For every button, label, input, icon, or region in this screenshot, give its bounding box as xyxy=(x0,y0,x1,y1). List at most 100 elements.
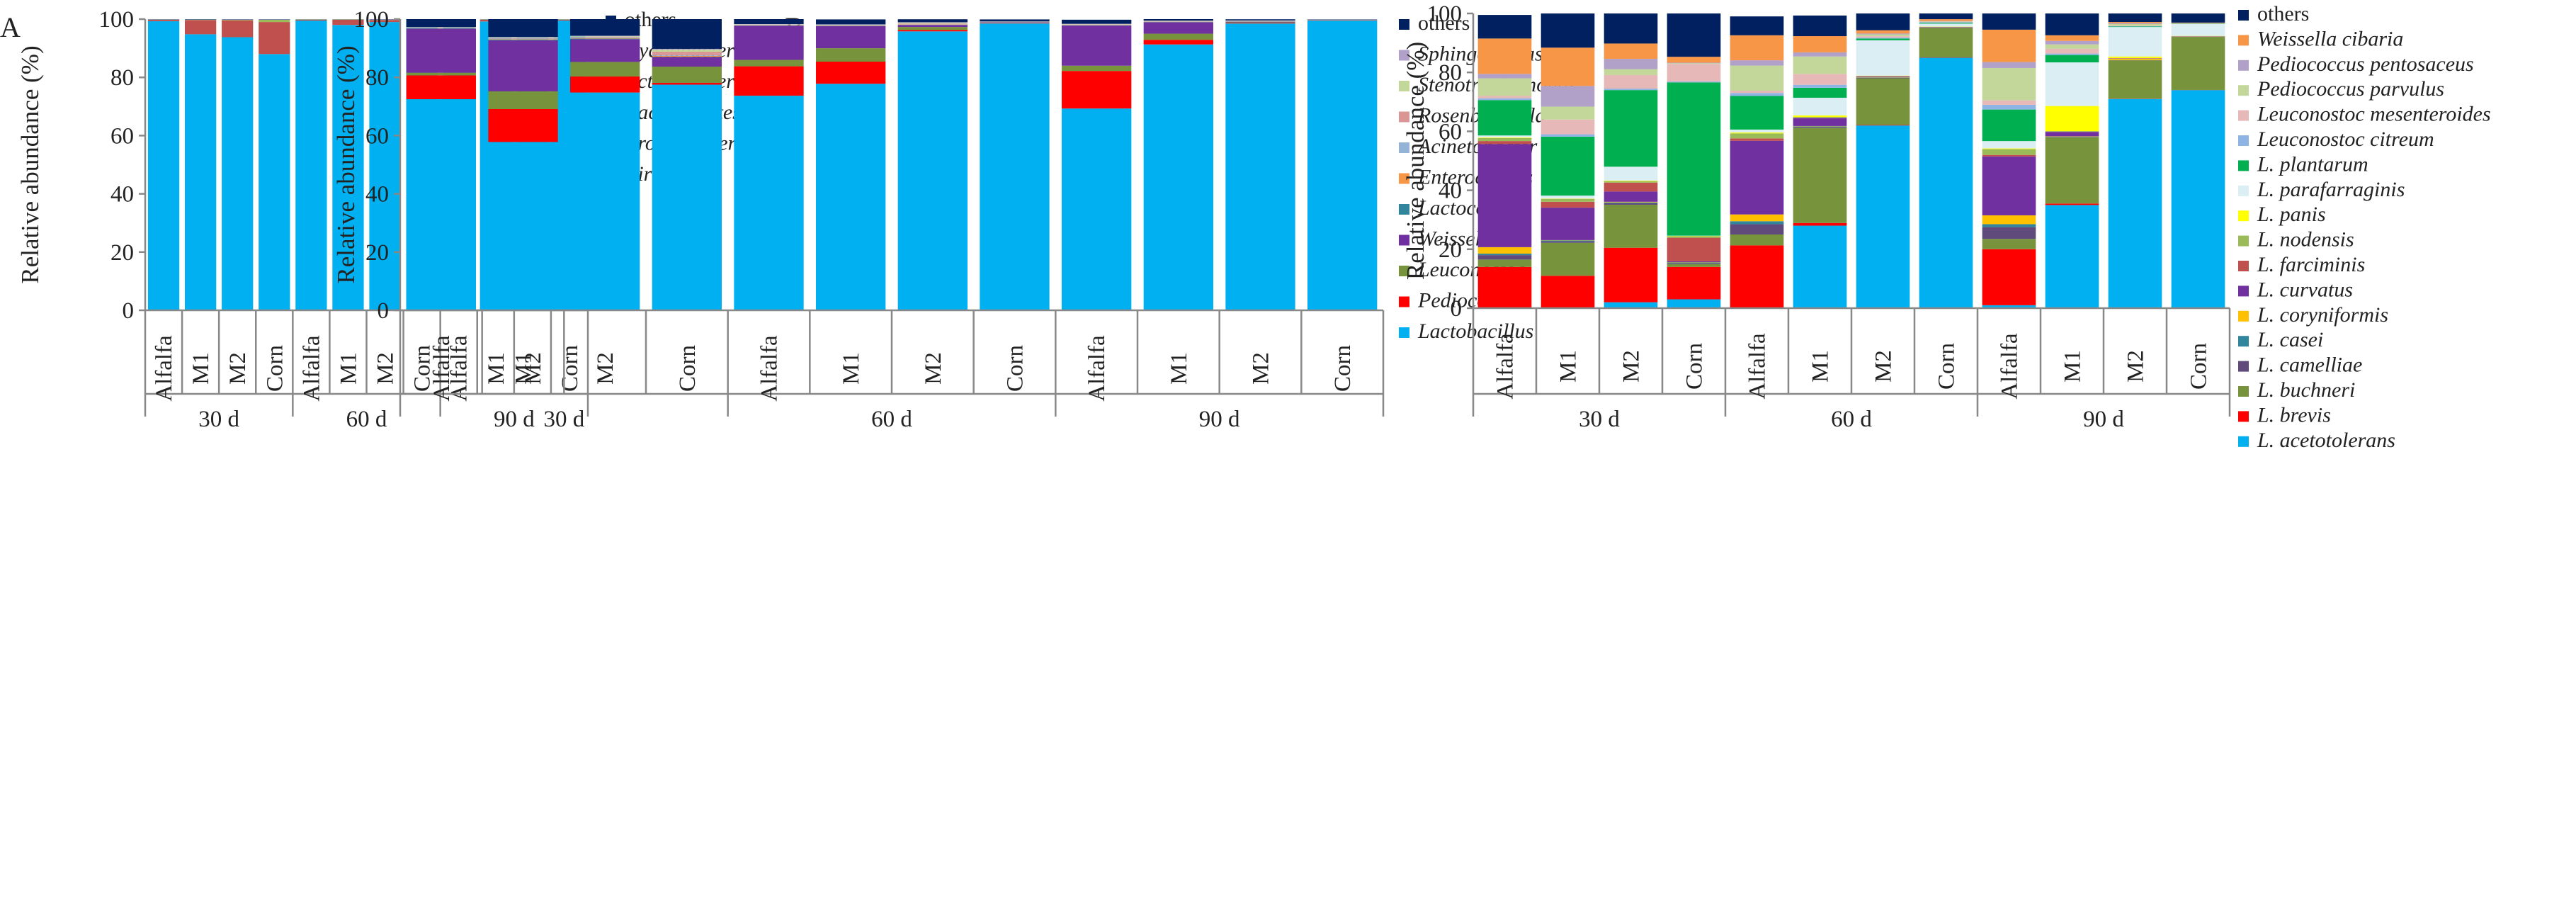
bar-segment xyxy=(1856,78,1910,125)
legend-label: L. parafarraginis xyxy=(2257,178,2405,201)
bar-segment xyxy=(1541,276,1595,308)
bar-segment xyxy=(369,20,401,23)
bar-segment xyxy=(1143,44,1213,310)
x-category-label: M1 xyxy=(188,352,214,385)
bar-segment xyxy=(2171,13,2225,23)
bar-segment xyxy=(1541,201,1595,208)
legend-swatch xyxy=(1399,81,1409,91)
bar-segment xyxy=(1793,56,1847,74)
y-tick-label: 20 xyxy=(110,240,134,266)
x-group-label: 90 d xyxy=(494,407,535,432)
bar-segment xyxy=(1982,141,2036,149)
legend-swatch xyxy=(1399,327,1409,338)
bar-column xyxy=(295,19,327,311)
legend-label: Lactobacillus xyxy=(1417,320,1533,343)
legend-swatch xyxy=(2238,386,2249,397)
bar-column xyxy=(1856,13,1910,308)
bar-segment xyxy=(1793,118,1847,126)
bar-segment xyxy=(488,142,558,310)
bar-segment xyxy=(1477,266,1532,308)
y-tick-label: 20 xyxy=(365,240,389,266)
bar-segment xyxy=(570,76,640,93)
x-category-label: M2 xyxy=(1249,352,1274,385)
bar-segment xyxy=(488,109,558,142)
bar-segment xyxy=(570,38,640,40)
bar-segment xyxy=(1477,15,1532,39)
bar-segment xyxy=(332,19,364,26)
bar-segment xyxy=(1730,245,1784,308)
bar-segment xyxy=(1667,236,1721,238)
legend-swatch xyxy=(1399,234,1409,246)
bar-column xyxy=(897,19,968,310)
legend-swatch xyxy=(1399,142,1409,153)
legend-label: Weissella cibaria xyxy=(2257,27,2403,50)
bar-segment xyxy=(1541,119,1595,135)
bar-column xyxy=(488,19,558,310)
bar-segment xyxy=(816,48,886,62)
legend-item: Lactobacillus xyxy=(1399,320,1533,343)
bar-segment xyxy=(897,27,968,30)
bar-segment xyxy=(1730,60,1784,66)
bar-column xyxy=(259,19,290,310)
bar-segment xyxy=(816,84,886,311)
legend-swatch xyxy=(2238,210,2249,222)
bar-segment xyxy=(570,36,640,38)
bar-segment xyxy=(2108,98,2162,308)
legend-item: Leuconostoc citreum xyxy=(2238,128,2434,151)
bar-segment xyxy=(2045,13,2099,35)
y-tick-label: 0 xyxy=(1451,296,1463,322)
bar-segment xyxy=(488,40,558,91)
bar-segment xyxy=(1062,71,1132,109)
bar-segment xyxy=(1541,86,1595,107)
bar-segment xyxy=(1667,264,1721,267)
bar-segment xyxy=(652,57,722,67)
bar-segment xyxy=(652,50,722,52)
x-category-label: Corn xyxy=(2186,343,2212,390)
bar-segment xyxy=(1477,78,1532,96)
bars xyxy=(1477,13,2225,309)
bar-segment xyxy=(1225,23,1295,311)
bar-segment xyxy=(1307,21,1378,311)
legend-item: Weissella cibaria xyxy=(2238,27,2403,50)
bar-column xyxy=(1667,13,1721,308)
legend-swatch xyxy=(2238,361,2249,372)
bar-segment xyxy=(1604,191,1658,202)
legend-label: L. buchneri xyxy=(2257,378,2355,402)
bar-segment xyxy=(816,62,886,84)
bar-column xyxy=(980,19,1050,311)
bar-segment xyxy=(1477,98,1532,101)
bar-segment xyxy=(1062,65,1132,72)
legend-swatch xyxy=(2238,85,2249,96)
bar-segment xyxy=(2108,56,2162,58)
bar-segment xyxy=(1541,136,1595,196)
legend-label: L. casei xyxy=(2257,328,2323,351)
legend-item: L. buchneri xyxy=(2238,378,2355,402)
bar-segment xyxy=(147,19,180,21)
bar-segment xyxy=(1604,201,1658,203)
bar-segment xyxy=(1604,69,1658,75)
bar-segment xyxy=(1477,254,1532,256)
x-category-label: Corn xyxy=(262,345,288,392)
bar-segment xyxy=(652,55,722,56)
bar-segment xyxy=(1604,302,1658,308)
bar-segment xyxy=(2108,23,2162,26)
x-category-label: Corn xyxy=(557,345,583,392)
legend-label: L. panis xyxy=(2257,203,2326,226)
bar-segment xyxy=(1982,62,2036,68)
bar-segment xyxy=(1604,74,1658,89)
bar-column xyxy=(1982,13,2036,308)
bar-column xyxy=(1541,13,1595,308)
bar-segment xyxy=(1730,224,1784,234)
bar-segment xyxy=(1793,128,1847,223)
bar-segment xyxy=(1604,247,1658,303)
bar-segment xyxy=(1062,108,1132,310)
bar-segment xyxy=(1856,36,1910,38)
legend-item: L. coryniformis xyxy=(2238,303,2388,327)
bar-segment xyxy=(1730,214,1784,222)
bar-segment xyxy=(488,19,558,38)
bar-segment xyxy=(1982,109,2036,142)
y-axis-title: Relative abundance (%) xyxy=(1402,42,1429,280)
x-category-label: Alfalfa xyxy=(447,335,472,402)
